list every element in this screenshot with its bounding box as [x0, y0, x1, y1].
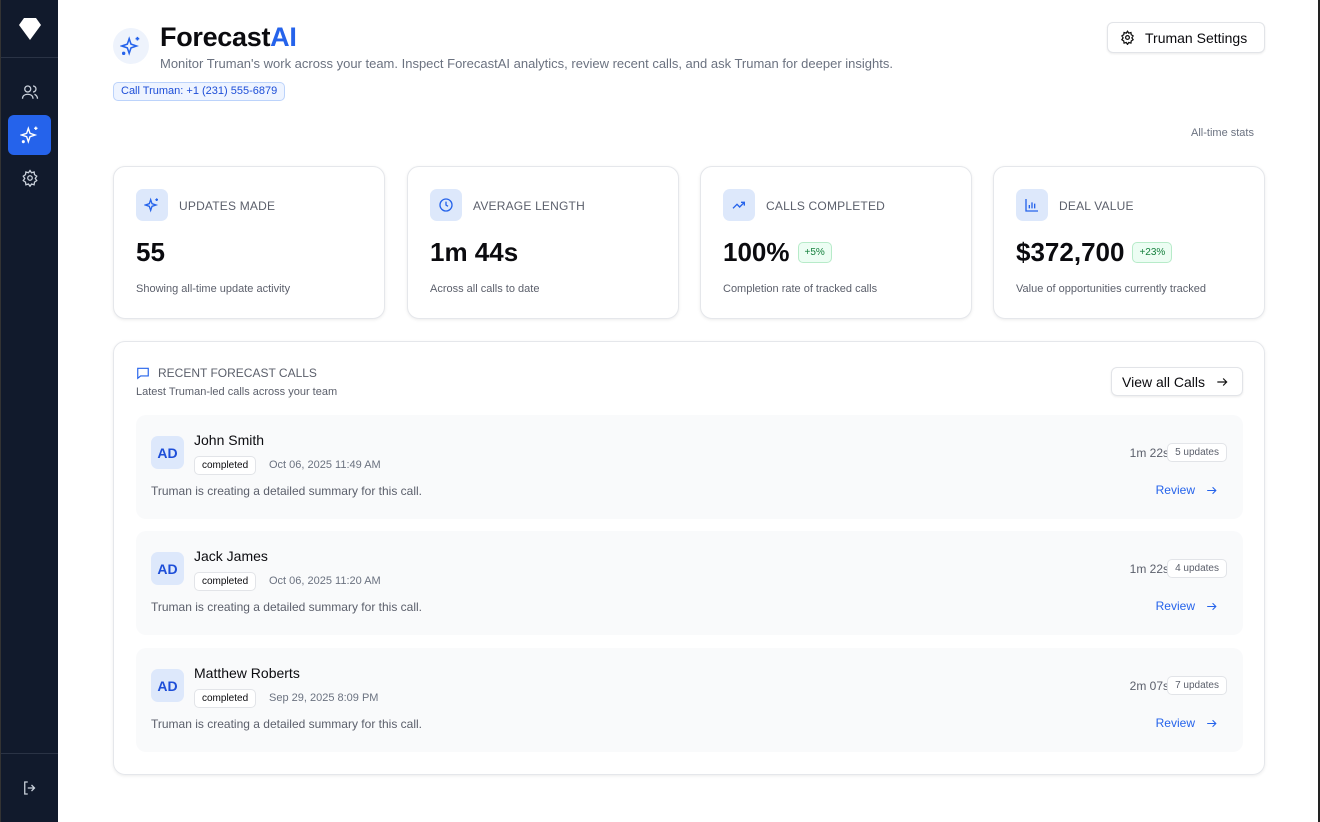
view-all-label: View all Calls — [1122, 373, 1205, 390]
stat-label: AVERAGE LENGTH — [473, 199, 585, 213]
stat-value: $372,700 — [1016, 237, 1125, 267]
stat-description: Across all calls to date — [430, 283, 540, 295]
call-duration: 2m 07s — [1129, 679, 1169, 693]
caller-name: John Smith — [194, 432, 265, 448]
settings-label: Truman Settings — [1145, 29, 1248, 46]
review-link[interactable]: Review — [1156, 483, 1218, 497]
stat-label: UPDATES MADE — [179, 199, 276, 213]
stat-label: DEAL VALUE — [1059, 199, 1134, 213]
call-date: Oct 06, 2025 11:20 AM — [269, 575, 381, 587]
sidebar-item-forecast[interactable] — [8, 115, 51, 155]
sidebar-item-users[interactable] — [8, 72, 51, 112]
call-date: Oct 06, 2025 11:49 AM — [269, 459, 381, 471]
stats-scope-label: All-time stats — [1191, 127, 1254, 139]
section-title: RECENT FORECAST CALLS — [158, 366, 317, 380]
call-row[interactable]: AD Jack James completed Oct 06, 2025 11:… — [136, 531, 1243, 635]
title-accent: AI — [270, 22, 297, 52]
sidebar — [0, 0, 58, 822]
gear-icon — [1121, 30, 1134, 45]
stat-value: 1m 44s — [430, 237, 519, 267]
sparkles-icon — [136, 189, 168, 221]
main-content: ForecastAI Monitor Truman's work across … — [58, 0, 1320, 822]
stat-card-calls-completed: CALLS COMPLETED 100% +5% Completion rate … — [700, 166, 972, 319]
arrow-right-icon — [1207, 486, 1217, 494]
call-row[interactable]: AD John Smith completed Oct 06, 2025 11:… — [136, 415, 1243, 519]
gear-icon — [21, 169, 38, 187]
review-label: Review — [1155, 483, 1195, 497]
page-subtitle: Monitor Truman's work across your team. … — [160, 56, 893, 71]
arrow-right-icon — [1217, 377, 1228, 386]
arrow-right-icon — [1207, 719, 1217, 727]
stat-card-updates: UPDATES MADE 55 Showing all-time update … — [113, 166, 385, 319]
change-badge: +23% — [1132, 242, 1173, 263]
logout-icon — [23, 781, 35, 795]
header-sparkles-icon — [113, 28, 149, 64]
section-subtitle: Latest Truman-led calls across your team — [136, 386, 338, 398]
trending-up-icon — [723, 189, 755, 221]
page-title: ForecastAI — [160, 22, 297, 53]
stat-description: Value of opportunities currently tracked — [1016, 283, 1206, 295]
message-icon — [137, 367, 149, 380]
call-duration: 1m 22s — [1129, 562, 1169, 576]
sparkles-icon — [19, 126, 37, 144]
stat-description: Showing all-time update activity — [136, 283, 291, 295]
logout-button[interactable] — [8, 768, 51, 808]
review-label: Review — [1155, 716, 1195, 730]
view-all-calls-button[interactable]: View all Calls — [1111, 367, 1243, 396]
recent-calls-panel: RECENT FORECAST CALLS Latest Truman-led … — [113, 341, 1265, 775]
caller-name: Jack James — [194, 548, 268, 564]
review-label: Review — [1155, 599, 1195, 613]
updates-badge: 7 updates — [1167, 676, 1227, 695]
truman-settings-button[interactable]: Truman Settings — [1107, 22, 1265, 53]
review-link[interactable]: Review — [1156, 599, 1218, 613]
clock-icon — [430, 189, 462, 221]
call-summary: Truman is creating a detailed summary fo… — [151, 484, 422, 498]
updates-badge: 5 updates — [1167, 443, 1227, 462]
logo[interactable] — [1, 0, 58, 58]
call-duration: 1m 22s — [1129, 446, 1169, 460]
stat-card-average-length: AVERAGE LENGTH 1m 44s Across all calls t… — [407, 166, 679, 319]
call-truman-pill[interactable]: Call Truman: +1 (231) 555-6879 — [113, 82, 286, 101]
sidebar-item-settings[interactable] — [8, 158, 51, 198]
caller-name: Matthew Roberts — [194, 665, 300, 681]
status-badge: completed — [194, 456, 257, 475]
avatar: AD — [151, 669, 184, 702]
stat-card-deal-value: DEAL VALUE $372,700 +23% Value of opportu… — [993, 166, 1265, 319]
diamond-logo-icon — [18, 17, 41, 40]
bar-chart-icon — [1016, 189, 1048, 221]
call-row[interactable]: AD Matthew Roberts completed Sep 29, 202… — [136, 648, 1243, 752]
stat-value: 55 — [136, 237, 165, 267]
updates-badge: 4 updates — [1167, 559, 1227, 578]
users-icon — [21, 85, 38, 99]
stat-label: CALLS COMPLETED — [766, 199, 886, 213]
title-text: Forecast — [160, 22, 271, 52]
avatar: AD — [151, 436, 184, 469]
call-summary: Truman is creating a detailed summary fo… — [151, 600, 422, 614]
change-badge: +5% — [797, 242, 832, 263]
stat-description: Completion rate of tracked calls — [723, 283, 878, 295]
status-badge: completed — [194, 689, 257, 708]
avatar: AD — [151, 552, 184, 585]
call-date: Sep 29, 2025 8:09 PM — [269, 692, 379, 704]
stat-value: 100% — [723, 237, 790, 267]
review-link[interactable]: Review — [1156, 716, 1218, 730]
status-badge: completed — [194, 572, 257, 591]
arrow-right-icon — [1207, 602, 1217, 610]
call-summary: Truman is creating a detailed summary fo… — [151, 717, 422, 731]
